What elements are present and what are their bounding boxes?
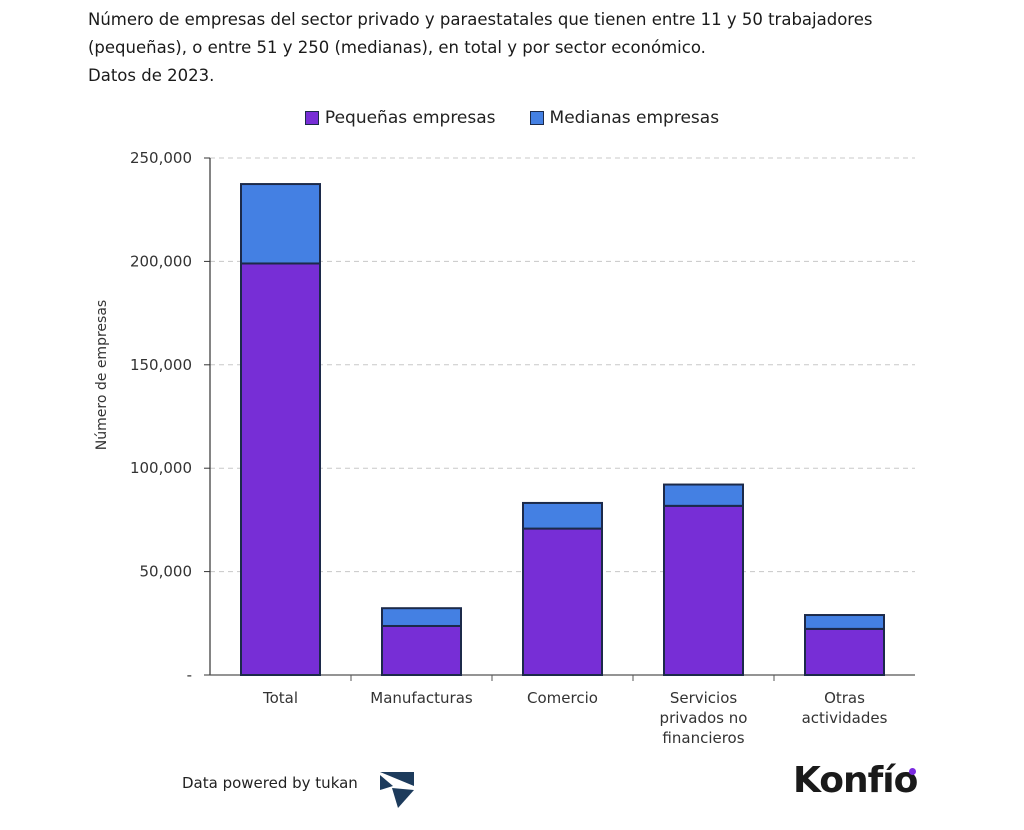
y-tick-label: 50,000 <box>140 563 193 581</box>
legend-swatch-medianas <box>529 111 544 125</box>
legend-label: Medianas empresas <box>549 108 720 128</box>
legend-swatch-pequenas <box>304 111 319 125</box>
y-tick-label: - <box>187 666 192 684</box>
x-tick-label: Comercio <box>527 689 598 707</box>
data-credit: Data powered by tukan <box>182 774 358 792</box>
chart-title: Número de empresas del sector privado y … <box>88 6 872 90</box>
bar-pequeñas-empresas <box>804 627 885 677</box>
x-tick-label: actividades <box>802 709 888 727</box>
x-tick-label: Otras <box>824 689 865 707</box>
title-line: Datos de 2023. <box>88 66 215 85</box>
bar-pequeñas-empresas <box>663 504 744 676</box>
y-tick-label: 150,000 <box>130 356 192 374</box>
legend-label: Pequeñas empresas <box>324 108 496 128</box>
bar-pequeñas-empresas <box>240 262 321 676</box>
bar-pequeñas-empresas <box>381 624 462 677</box>
x-tick-label: financieros <box>662 729 744 747</box>
konfio-logo: Konfío <box>793 760 918 801</box>
bar-pequeñas-empresas <box>522 527 603 676</box>
bar-medianas-empresas <box>522 501 603 530</box>
konfio-logo-dot <box>909 768 916 775</box>
x-tick-label: Total <box>262 689 298 707</box>
legend-item-pequenas: Pequeñas empresas <box>304 108 496 128</box>
title-line: Número de empresas del sector privado y … <box>88 10 873 29</box>
y-tick-label: 250,000 <box>130 149 192 167</box>
y-tick-label: 100,000 <box>130 459 192 477</box>
legend-item-medianas: Medianas empresas <box>529 108 720 128</box>
x-tick-label: privados no <box>660 709 748 727</box>
legend: Pequeñas empresas Medianas empresas <box>0 108 1024 128</box>
y-axis-label: Número de empresas <box>94 300 110 450</box>
bar-medianas-empresas <box>663 483 744 507</box>
bar-medianas-empresas <box>381 607 462 627</box>
title-line: (pequeñas), o entre 51 y 250 (medianas),… <box>88 38 706 57</box>
bar-medianas-empresas <box>804 614 885 630</box>
x-tick-label: Servicios <box>670 689 738 707</box>
y-tick-label: 200,000 <box>130 252 192 270</box>
x-tick-label: Manufacturas <box>370 689 473 707</box>
bar-medianas-empresas <box>240 183 321 265</box>
